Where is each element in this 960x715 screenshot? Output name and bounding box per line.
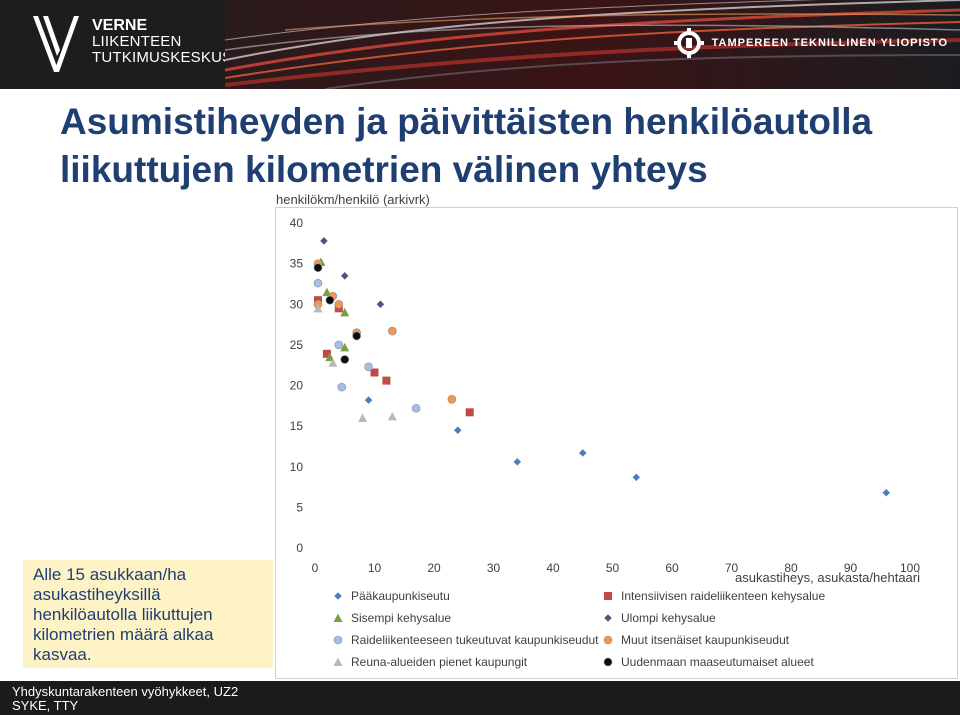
callout-note: Alle 15 asukkaan/ha asukastiheyksillä he… xyxy=(23,560,273,668)
footer-line-2: SYKE, TTY xyxy=(12,698,79,713)
data-point xyxy=(512,457,522,467)
legend-marker xyxy=(333,591,343,601)
data-point xyxy=(364,395,373,405)
header-banner: VERNE LIIKENTEEN TUTKIMUSKESKUS xyxy=(0,0,960,89)
legend-label: Intensiivisen raideliikenteen kehysalue xyxy=(621,589,825,603)
x-tick-label: 80 xyxy=(784,561,798,575)
legend-label: Uudenmaan maaseutumaiset alueet xyxy=(621,655,814,669)
axes-layer: 0 5 10 15 20 25 30 35 40 0 10 20 30 40 50 60 70 80 90 100as… xyxy=(275,207,958,679)
data-point xyxy=(881,488,891,498)
x-tick-label: 50 xyxy=(606,561,620,575)
footer-line-1: Yhdyskuntarakenteen vyöhykkeet, UZ2 xyxy=(12,684,239,699)
data-point xyxy=(334,299,344,309)
legend-marker xyxy=(603,657,613,667)
data-point xyxy=(328,358,338,367)
legend-label: Pääkaupunkiseutu xyxy=(351,589,450,603)
footer-text: Yhdyskuntarakenteen vyöhykkeet, UZ2 SYKE… xyxy=(12,685,238,713)
y-tick-label: 40 xyxy=(290,216,304,230)
y-tick-label: 10 xyxy=(290,460,304,474)
legend-marker xyxy=(603,613,613,623)
title-line-2: liikuttujen kilometrien välinen yhteys xyxy=(60,149,708,190)
legend-marker xyxy=(603,635,613,645)
footer-bar: Yhdyskuntarakenteen vyöhykkeet, UZ2 SYKE… xyxy=(0,681,960,715)
x-tick-label: 10 xyxy=(368,561,382,575)
data-point xyxy=(364,362,373,372)
y-tick-label: 15 xyxy=(290,419,304,433)
data-point xyxy=(388,326,397,336)
verne-brand-text: VERNE LIIKENTEEN TUTKIMUSKESKUS xyxy=(92,18,232,66)
data-point xyxy=(387,411,397,421)
x-tick-label: 90 xyxy=(844,561,858,575)
y-tick-label: 20 xyxy=(290,379,304,393)
data-point xyxy=(352,331,361,341)
data-point xyxy=(313,263,323,272)
light-streaks-image xyxy=(225,0,960,89)
data-point xyxy=(340,307,350,317)
data-point xyxy=(325,295,335,305)
university-brand: TAMPEREEN TEKNILLINEN YLIOPISTO xyxy=(673,28,948,58)
x-tick-label: 100 xyxy=(900,561,920,575)
scatter-chart: 0 5 10 15 20 25 30 35 40 0 10 20 30 40 50 60 70 80 90 100 as… xyxy=(275,207,958,679)
data-point xyxy=(578,448,588,458)
x-tick-label: 30 xyxy=(487,561,501,575)
data-point xyxy=(319,236,329,246)
brand-line-2: LIIKENTEEN xyxy=(92,33,182,50)
y-tick-label: 5 xyxy=(296,500,303,514)
y-tick-label: 25 xyxy=(290,338,304,352)
title-line-1: Asumistiheyden ja päivittäisten henkilöa… xyxy=(60,101,873,142)
data-point xyxy=(340,342,350,352)
legend-marker xyxy=(333,613,343,622)
verne-logo-icon xyxy=(33,16,79,72)
data-point xyxy=(325,352,335,362)
data-point xyxy=(370,368,379,377)
legend-marker xyxy=(333,635,343,645)
legend-label: Ulompi kehysalue xyxy=(621,611,716,625)
legend-label: Reuna-alueiden pienet kaupungit xyxy=(351,655,528,669)
y-tick-label: 30 xyxy=(290,297,304,311)
marks-layer xyxy=(313,236,891,498)
data-point xyxy=(447,395,457,404)
legend-label: Sisempi kehysalue xyxy=(351,611,451,625)
y-tick-label: 0 xyxy=(296,541,303,555)
data-point xyxy=(631,472,641,482)
data-point xyxy=(313,303,323,313)
chart-canvas: 0 5 10 15 20 25 30 35 40 0 10 20 30 40 50 60 70 80 90 100as… xyxy=(275,207,958,679)
university-name: TAMPEREEN TEKNILLINEN YLIOPISTO xyxy=(711,37,948,49)
y-axis-title: henkilökm/henkilö (arkivrk) xyxy=(276,192,430,207)
gear-logo-icon xyxy=(673,28,704,58)
page-title: Asumistiheyden ja päivittäisten henkilöa… xyxy=(60,98,920,194)
callout-text: Alle 15 asukkaan/ha asukastiheyksillä he… xyxy=(33,565,214,664)
x-tick-label: 0 xyxy=(312,561,319,575)
x-tick-label: 40 xyxy=(546,561,560,575)
x-tick-label: 20 xyxy=(427,561,441,575)
data-point xyxy=(465,408,474,417)
data-point xyxy=(313,278,323,288)
data-point xyxy=(337,382,347,392)
legend-label: Raideliikenteeseen tukeutuvat kaupunkise… xyxy=(351,633,599,647)
brand-panel: VERNE LIIKENTEEN TUTKIMUSKESKUS xyxy=(0,0,232,89)
data-point xyxy=(376,299,385,309)
legend-marker xyxy=(604,592,612,600)
y-tick-label: 35 xyxy=(290,257,304,271)
brand-line-1: VERNE xyxy=(92,17,148,34)
data-point xyxy=(322,349,331,358)
data-point xyxy=(340,271,350,281)
brand-line-3: TUTKIMUSKESKUS xyxy=(92,49,233,66)
legend-marker xyxy=(333,657,343,666)
chart-frame xyxy=(275,207,958,679)
legend-label: Muut itsenäiset kaupunkiseudut xyxy=(621,633,790,647)
data-point xyxy=(453,425,463,435)
data-point xyxy=(334,340,344,350)
data-point xyxy=(358,413,368,422)
x-tick-label: 70 xyxy=(725,561,739,575)
data-point xyxy=(340,355,350,364)
data-point xyxy=(411,403,421,413)
legend-layer: Pääkaupunkiseutu Intensiivisen raideliike… xyxy=(333,589,825,669)
x-tick-label: 60 xyxy=(665,561,679,575)
data-point xyxy=(382,376,391,385)
x-axis-label: asukastiheys, asukasta/hehtaari xyxy=(735,570,920,585)
